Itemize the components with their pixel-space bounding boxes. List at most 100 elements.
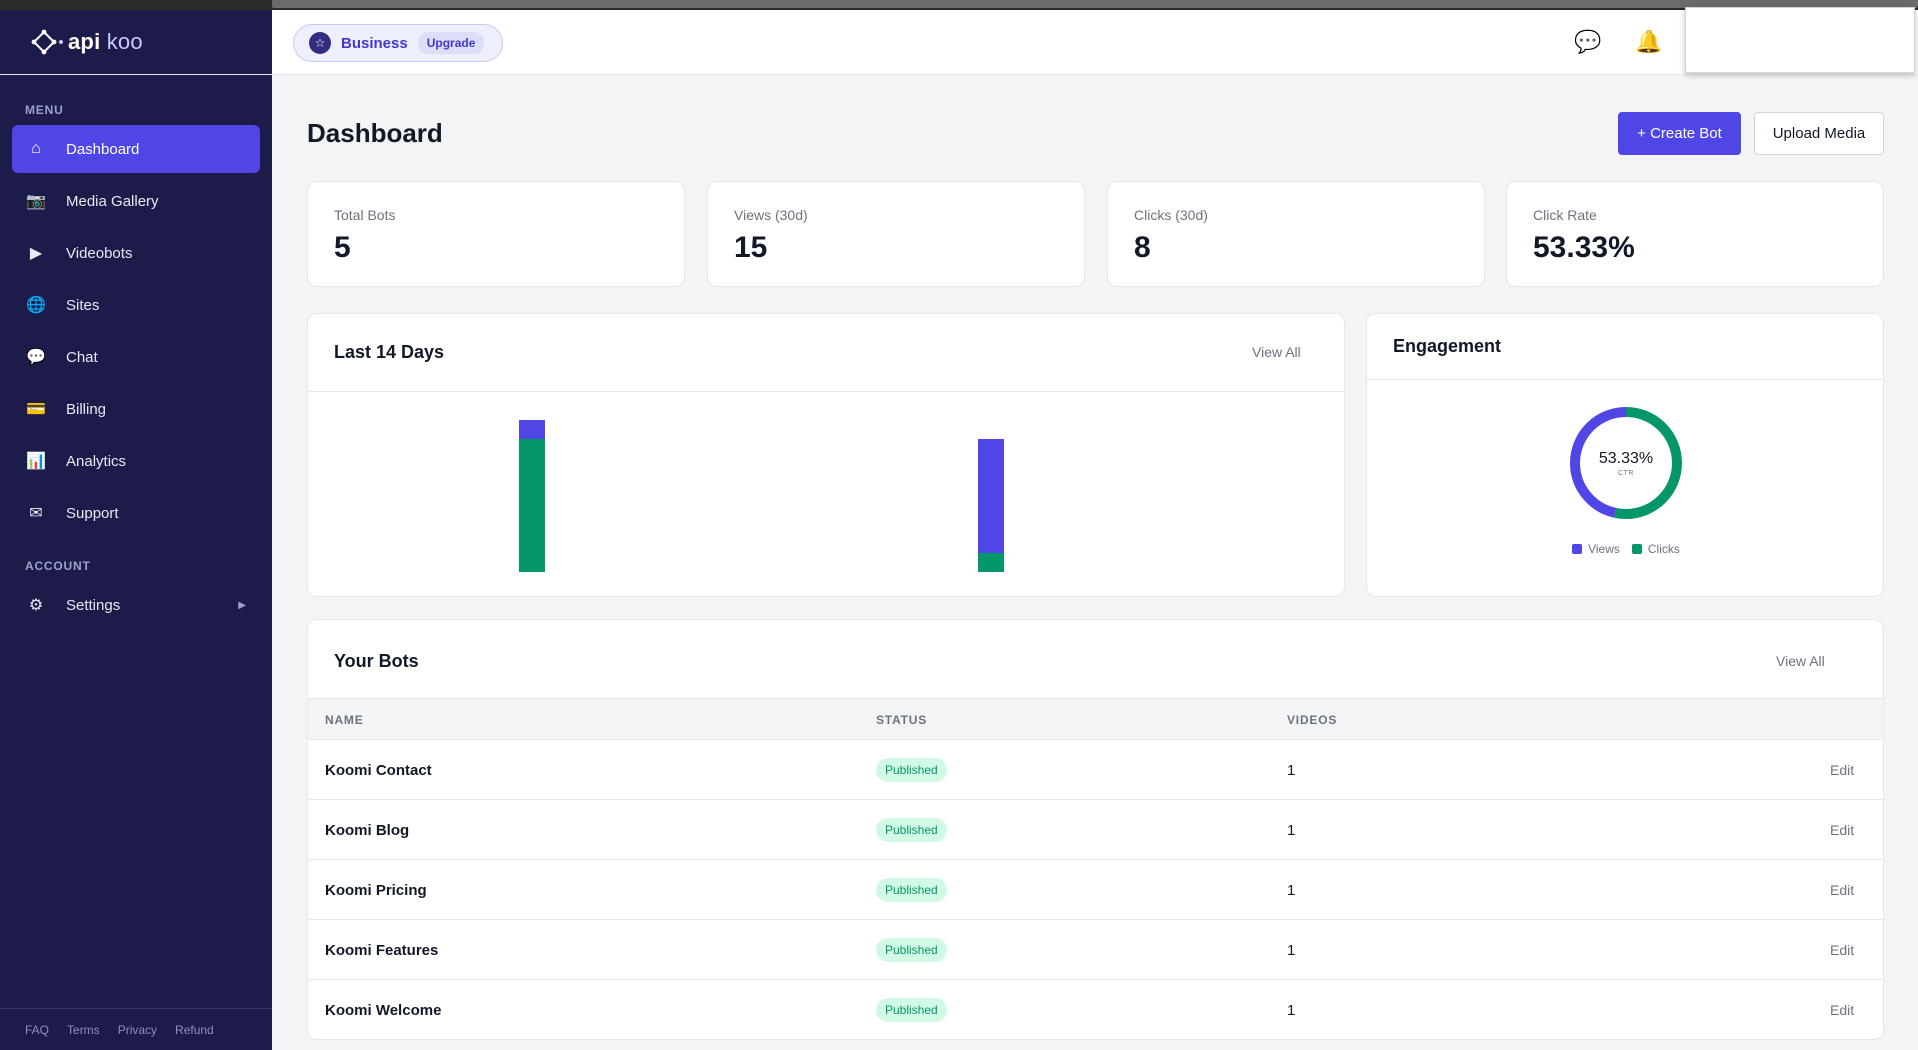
status-badge: Published — [876, 998, 947, 1022]
legend-item-views: Views — [1572, 542, 1620, 556]
sidebar-item-label: Videobots — [66, 244, 133, 262]
edit-link[interactable]: Edit — [1830, 1002, 1855, 1018]
bar-clicks-10 — [977, 553, 1004, 572]
table-row[interactable]: Koomi Features Published 1 Edit — [308, 920, 1883, 980]
status-badge: Published — [876, 758, 947, 782]
edit-link[interactable]: Edit — [1830, 762, 1855, 778]
footer-link-privacy[interactable]: Privacy — [117, 1022, 158, 1037]
legend-label: Clicks — [1647, 542, 1680, 556]
home-icon: ⌂ — [31, 140, 41, 157]
table-row[interactable]: Koomi Welcome Published 1 Edit — [308, 980, 1883, 1039]
envelope-icon: ✉ — [29, 505, 43, 522]
card-header: Engagement — [1367, 314, 1883, 380]
main-content: Dashboard + Create Bot Upload Media Tota… — [272, 75, 1918, 1050]
edit-link[interactable]: Edit — [1830, 882, 1855, 898]
chat-bubble-icon[interactable]: 💬 — [1574, 29, 1602, 54]
stat-label: Total Bots — [334, 207, 396, 223]
edit-link[interactable]: Edit — [1830, 942, 1855, 958]
column-header-name[interactable]: NAME — [325, 713, 364, 727]
bar-views-10 — [977, 439, 1004, 553]
table-row[interactable]: Koomi Contact Published 1 Edit — [308, 740, 1883, 800]
stat-card-views: Views (30d) 15 — [707, 181, 1085, 287]
top-header: ☆ Business Upgrade 💬 🔔 — [272, 7, 1918, 75]
bell-icon[interactable]: 🔔 — [1635, 29, 1663, 54]
view-all-link[interactable]: View All — [1252, 344, 1301, 360]
videos-count: 1 — [1287, 882, 1296, 899]
stat-label: Views (30d) — [734, 207, 808, 223]
globe-icon: 🌐 — [26, 297, 46, 314]
stacked-bar-chart — [308, 392, 1346, 582]
videos-count: 1 — [1287, 1002, 1296, 1019]
view-all-link[interactable]: View All — [1776, 653, 1825, 669]
sidebar-item-media-gallery[interactable]: 📷 Media Gallery — [12, 177, 260, 225]
bar-clicks-3 — [518, 439, 545, 572]
sidebar-item-billing[interactable]: 💳 Billing — [12, 385, 260, 433]
stat-label: Clicks (30d) — [1134, 207, 1208, 223]
engagement-donut: 53.33% CTR — [1569, 406, 1683, 520]
bot-name: Koomi Welcome — [325, 1002, 442, 1019]
sidebar-item-support[interactable]: ✉ Support — [12, 489, 260, 537]
card-title: Engagement — [1393, 336, 1502, 356]
legend-swatch — [1631, 544, 1642, 554]
card-header: Last 14 Days View All — [308, 314, 1344, 392]
sidebar: api koo MENU ⌂ Dashboard 📷 Media Gallery… — [0, 10, 272, 1050]
brand-name-b: koo — [106, 29, 143, 54]
footer-link-faq[interactable]: FAQ — [25, 1022, 50, 1037]
sidebar-item-label: Settings — [66, 596, 121, 614]
sidebar-item-label: Analytics — [66, 452, 127, 470]
logo-icon — [31, 29, 63, 55]
footer-link-terms[interactable]: Terms — [67, 1022, 100, 1037]
stat-value: 8 — [1134, 231, 1151, 264]
sidebar-item-label: Sites — [66, 296, 100, 314]
sidebar-item-chat[interactable]: 💬 Chat — [12, 333, 260, 381]
window-top-bar-inner — [272, 0, 1918, 8]
column-header-status[interactable]: STATUS — [876, 713, 928, 727]
page-title: Dashboard — [307, 118, 443, 148]
upgrade-button[interactable]: Upgrade — [417, 32, 485, 54]
donut-center-label: CTR — [1618, 470, 1634, 477]
bot-name: Koomi Contact — [325, 762, 432, 779]
table-row[interactable]: Koomi Blog Published 1 Edit — [308, 800, 1883, 860]
star-icon: ☆ — [309, 32, 331, 54]
create-bot-button[interactable]: + Create Bot — [1618, 112, 1741, 155]
sidebar-item-label: Dashboard — [66, 140, 140, 158]
sidebar-item-label: Chat — [66, 348, 98, 366]
stat-label: Click Rate — [1533, 207, 1597, 223]
card-title: Last 14 Days — [334, 342, 445, 362]
brand-logo[interactable]: api koo — [0, 10, 272, 75]
stat-card-clicks: Clicks (30d) 8 — [1107, 181, 1485, 287]
your-bots-card: Your Bots View All NAME STATUS VIDEOS Ko… — [307, 619, 1884, 1040]
videos-count: 1 — [1287, 822, 1296, 839]
window-top-bar — [0, 0, 1918, 10]
sidebar-item-videobots[interactable]: ▶ Videobots — [12, 229, 260, 277]
brand-name: api koo — [68, 29, 143, 55]
engagement-card: Engagement 53.33% CTR Views Clicks — [1366, 313, 1884, 597]
donut-slice-views — [1570, 407, 1682, 519]
videos-count: 1 — [1287, 942, 1296, 959]
table-row[interactable]: Koomi Pricing Published 1 Edit — [308, 860, 1883, 920]
brand-name-a: api — [68, 29, 101, 54]
column-header-videos[interactable]: VIDEOS — [1287, 713, 1338, 727]
legend-item-clicks: Clicks — [1631, 542, 1680, 556]
edit-link[interactable]: Edit — [1830, 822, 1855, 838]
sidebar-item-sites[interactable]: 🌐 Sites — [12, 281, 260, 329]
sidebar-item-dashboard[interactable]: ⌂ Dashboard — [12, 125, 260, 173]
plan-badge[interactable]: ☆ Business Upgrade — [293, 24, 503, 62]
caret-right-icon: ▶ — [238, 599, 246, 611]
play-icon: ▶ — [29, 245, 43, 262]
bot-name: Koomi Features — [325, 942, 439, 959]
legend-label: Views — [1588, 542, 1620, 556]
camera-icon: 📷 — [26, 193, 46, 210]
donut-chart — [1570, 407, 1682, 519]
bar-chart-icon: 📊 — [26, 453, 46, 470]
user-menu-popup[interactable] — [1685, 7, 1915, 73]
gear-icon: ⚙ — [28, 597, 44, 614]
footer-link-refund[interactable]: Refund — [175, 1022, 214, 1037]
bar-views-3 — [518, 420, 545, 439]
sidebar-item-analytics[interactable]: 📊 Analytics — [12, 437, 260, 485]
plan-name: Business — [341, 34, 408, 52]
account-section-label: ACCOUNT — [25, 559, 91, 573]
sidebar-item-settings[interactable]: ⚙ Settings ▶ — [12, 581, 260, 629]
upload-media-button[interactable]: Upload Media — [1754, 112, 1884, 155]
status-badge: Published — [876, 818, 947, 842]
